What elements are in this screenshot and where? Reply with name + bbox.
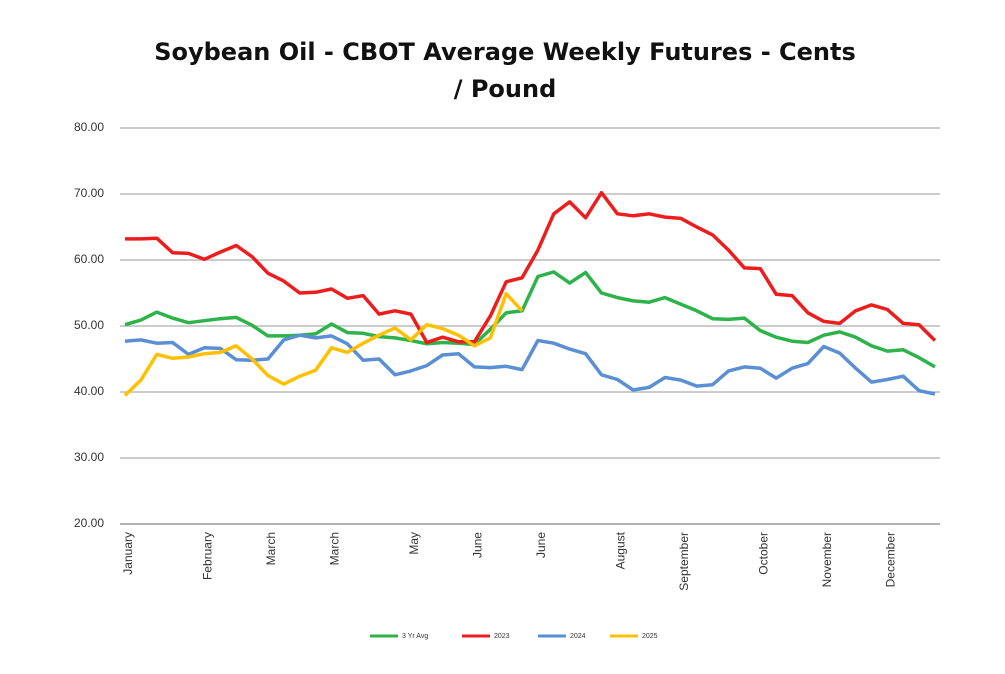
x-tick-label: November [820,532,834,587]
y-tick-label: 70.00 [74,186,104,200]
x-tick-label: August [614,531,628,569]
x-tick-label: March [328,532,342,565]
x-tick-label: June [534,532,548,558]
y-tick-label: 50.00 [74,318,104,332]
chart-title: Soybean Oil - CBOT Average Weekly Future… [154,38,856,103]
x-tick-label: March [264,532,278,565]
line-series [123,291,524,397]
x-tick-label: June [471,532,485,558]
legend-label: 2024 [570,633,586,640]
y-tick-label: 20.00 [74,516,104,530]
x-tick-label: January [121,532,135,575]
legend-label: 3 Yr Avg [402,633,428,640]
line-series [124,333,936,396]
y-tick-label: 30.00 [74,450,104,464]
line-series [125,190,937,345]
legend-label: 2023 [494,633,510,640]
legend-label: 2025 [642,633,658,640]
y-tick-label: 40.00 [74,384,104,398]
line-series [124,270,936,369]
x-tick-label: December [884,532,898,587]
x-tick-label: September [677,532,691,591]
x-tick-label: May [407,532,421,555]
y-tick-label: 80.00 [74,120,104,134]
x-tick-label: February [201,532,215,580]
y-tick-label: 60.00 [74,252,104,266]
x-tick-label: October [756,532,770,575]
